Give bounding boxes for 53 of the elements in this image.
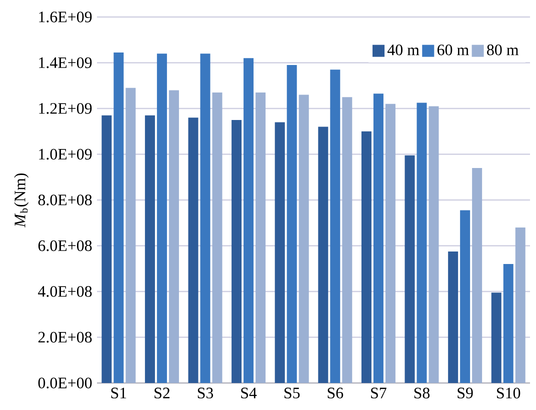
bar [298, 94, 309, 383]
bar [330, 70, 340, 383]
bar [472, 168, 482, 383]
bar [168, 90, 179, 383]
bar [212, 92, 222, 383]
x-tick-label: S9 [458, 388, 473, 398]
x-tick-label: S2 [154, 388, 170, 398]
bar [286, 65, 297, 383]
y-tick-label: 1.0E+09 [39, 148, 92, 160]
legend-label: 60 m [438, 44, 469, 56]
bar [503, 264, 514, 383]
x-tick-label: S1 [111, 388, 126, 398]
y-tick-label: 2.0E+08 [38, 332, 92, 343]
y-tick-label: 8.0E+08 [38, 194, 92, 206]
x-tick-label: S3 [198, 388, 214, 398]
bar [385, 104, 396, 383]
bar [102, 115, 112, 383]
x-tick-label: S5 [284, 388, 300, 398]
bar [448, 251, 458, 383]
x-tick-label: S7 [371, 388, 386, 398]
bar [126, 88, 136, 383]
bar [274, 122, 285, 383]
x-tick-label: S10 [497, 388, 520, 398]
bar [200, 54, 210, 383]
bar [342, 97, 352, 383]
y-tick-label: 1.4E+09 [39, 57, 92, 68]
y-tick-label: 1.6E+09 [39, 12, 92, 22]
bar [114, 52, 124, 383]
bar [416, 102, 427, 383]
y-tick-label: 1.2E+09 [39, 103, 92, 114]
bar [256, 92, 266, 383]
x-tick-label: S6 [328, 388, 344, 398]
bar [188, 118, 198, 383]
bar [361, 131, 372, 383]
y-tick-label: 0.0E+00 [38, 378, 92, 388]
bar [491, 292, 502, 383]
bar [144, 115, 155, 383]
x-tick-label: S4 [241, 388, 257, 398]
legend-label: 40 m [387, 44, 420, 56]
bar [460, 210, 470, 383]
y-tick-label: 6.0E+08 [38, 240, 92, 252]
legend-label: 80 m [487, 44, 519, 56]
x-tick-label: S8 [414, 388, 430, 398]
bar [156, 54, 167, 383]
bar [404, 155, 415, 383]
bar [232, 120, 242, 383]
y-axis-title: M$_{b}$(Nm) [14, 173, 29, 228]
bar [318, 126, 328, 383]
bar [244, 58, 254, 383]
bar [515, 227, 526, 383]
bar [373, 94, 384, 383]
y-tick-label: 4.0E+08 [38, 286, 92, 297]
bar [428, 106, 439, 383]
